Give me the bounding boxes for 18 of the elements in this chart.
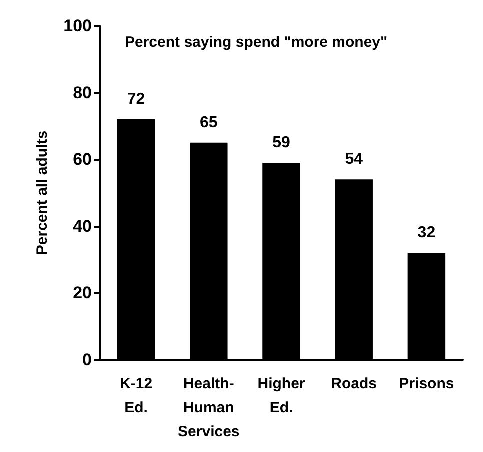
data-label: 32 — [418, 224, 436, 242]
y-tick-label: 60 — [73, 150, 92, 170]
y-tick-label: 100 — [64, 16, 92, 36]
x-tick-label: K-12 Ed. — [120, 376, 153, 416]
data-label: 59 — [272, 134, 290, 152]
data-label: 54 — [345, 151, 364, 168]
y-tick-label: 0 — [82, 350, 92, 370]
data-label: 72 — [127, 91, 146, 108]
x-tick-label: Roads — [331, 376, 378, 392]
x-tick-label: Health- Human Services — [178, 376, 240, 440]
data-label: 65 — [200, 114, 218, 132]
y-tick-label: 40 — [73, 216, 92, 236]
x-tick-label: Higher Ed. — [258, 376, 306, 416]
y-tick-label: 20 — [73, 284, 92, 303]
y-tick-label: 80 — [73, 83, 92, 102]
text: Percent saying spend "more money" — [125, 34, 388, 51]
x-tick-label: Prisons — [399, 376, 454, 392]
y-axis-title: Percent all adults — [34, 130, 51, 256]
